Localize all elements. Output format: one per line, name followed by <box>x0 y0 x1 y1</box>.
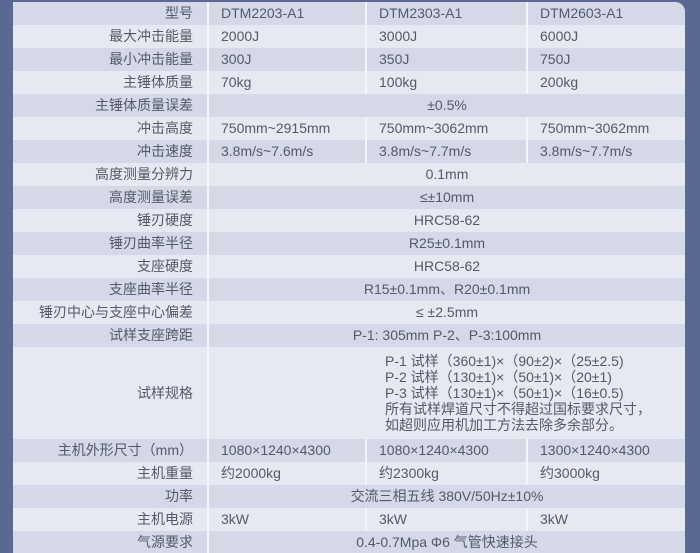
cell-model-2: 1080×1240×4300 <box>366 439 528 462</box>
table-row: 最小冲击能量 300J 350J 750J <box>13 48 685 71</box>
spec-table-frame: 型号 DTM2203-A1 DTM2303-A1 DTM2603-A1 最大冲击能量 20… <box>13 2 685 553</box>
cell-model-2: 3kW <box>366 508 528 531</box>
table-row: 主机重量 约2000kg 约2300kg 约3000kg <box>13 462 685 485</box>
cell-model-3: 200kg <box>527 71 685 94</box>
table-row: 最大冲击能量 2000J 3000J 6000J <box>13 25 685 48</box>
cell-model-2: DTM2303-A1 <box>366 2 528 25</box>
spec-line: P-2 试样（130±1)×（50±1)×（20±1) <box>385 369 612 385</box>
cell-model-3: 3kW <box>527 508 685 531</box>
table-row: 试样规格 P-1 试样（360±1)×（90±2)×（25±2.5) P-2 试样（… <box>13 347 685 439</box>
table-row: 气源要求 0.4-0.7Mpa Φ6 气管快速接头 <box>13 531 685 553</box>
spec-line: 所有试样焊道尺寸不得超过国标要求尺寸， <box>385 401 651 417</box>
row-label: 最大冲击能量 <box>13 25 209 48</box>
merged-cell: R15±0.1mm、R20±0.1mm <box>208 278 685 301</box>
row-label: 主机重量 <box>13 462 209 485</box>
row-label: 高度测量误差 <box>13 186 209 209</box>
row-label: 气源要求 <box>13 531 209 553</box>
row-label: 支座曲率半径 <box>13 278 209 301</box>
row-label: 试样支座跨距 <box>13 324 209 347</box>
cell-model-2: 100kg <box>366 71 528 94</box>
table-row: 高度测量误差 ≤±10mm <box>13 186 685 209</box>
table-row: 锤刃中心与支座中心偏差 ≤ ±2.5mm <box>13 301 685 324</box>
spec-line: 如超则应用机加工方法去除多余部分。 <box>385 417 623 433</box>
merged-cell: 0.4-0.7Mpa Φ6 气管快速接头 <box>208 531 685 553</box>
row-label: 主锤体质量误差 <box>13 94 209 117</box>
cell-model-3: 750mm~3062mm <box>527 117 685 140</box>
table-row: 冲击速度 3.8m/s~7.6m/s 3.8m/s~7.7m/s 3.8m/s~7.7… <box>13 140 685 163</box>
row-label: 冲击速度 <box>13 140 209 163</box>
row-label: 支座硬度 <box>13 255 209 278</box>
merged-cell: ±0.5% <box>208 94 685 117</box>
cell-model-3: DTM2603-A1 <box>527 2 685 25</box>
cell-model-1: 3.8m/s~7.6m/s <box>208 140 367 163</box>
table-row: 支座曲率半径 R15±0.1mm、R20±0.1mm <box>13 278 685 301</box>
spec-line: P-1 试样（360±1)×（90±2)×（25±2.5) <box>385 353 624 369</box>
cell-model-3: 1300×1240×4300 <box>527 439 685 462</box>
row-label: 主锤体质量 <box>13 71 209 94</box>
table-row: 主机外形尺寸（mm） 1080×1240×4300 1080×1240×4300 13… <box>13 439 685 462</box>
table-row: 主锤体质量 70kg 100kg 200kg <box>13 71 685 94</box>
row-label: 锤刃中心与支座中心偏差 <box>13 301 209 324</box>
cell-model-1: 约2000kg <box>208 462 367 485</box>
cell-model-1: DTM2203-A1 <box>208 2 367 25</box>
cell-model-1: 70kg <box>208 71 367 94</box>
table-row: 功率 交流三相五线 380V/50Hz±10% <box>13 485 685 508</box>
merged-cell: HRC58-62 <box>208 255 685 278</box>
table-row: 主锤体质量误差 ±0.5% <box>13 94 685 117</box>
cell-model-1: 300J <box>208 48 367 71</box>
merged-cell: P-1: 305mm P-2、P-3:100mm <box>208 324 685 347</box>
merged-cell: HRC58-62 <box>208 209 685 232</box>
cell-model-2: 750mm~3062mm <box>366 117 528 140</box>
cell-model-3: 6000J <box>527 25 685 48</box>
row-label: 型号 <box>13 2 209 25</box>
cell-model-2: 3.8m/s~7.7m/s <box>366 140 528 163</box>
table-row: 主机电源 3kW 3kW 3kW <box>13 508 685 531</box>
row-label: 主机电源 <box>13 508 209 531</box>
spec-table: 型号 DTM2203-A1 DTM2303-A1 DTM2603-A1 最大冲击能量 20… <box>13 2 685 553</box>
cell-model-1: 1080×1240×4300 <box>208 439 367 462</box>
merged-cell: R25±0.1mm <box>208 232 685 255</box>
merged-cell: 交流三相五线 380V/50Hz±10% <box>208 485 685 508</box>
table-row: 锤刃硬度 HRC58-62 <box>13 209 685 232</box>
spec-line: P-3 试样（130±1)×（50±1)×（16±0.5) <box>385 385 624 401</box>
merged-cell: ≤ ±2.5mm <box>208 301 685 324</box>
merged-cell: ≤±10mm <box>208 186 685 209</box>
row-label: 最小冲击能量 <box>13 48 209 71</box>
cell-model-3: 750J <box>527 48 685 71</box>
cell-model-1: 2000J <box>208 25 367 48</box>
cell-model-2: 350J <box>366 48 528 71</box>
table-row: 高度测量分辨力 0.1mm <box>13 163 685 186</box>
merged-cell: 0.1mm <box>208 163 685 186</box>
cell-model-1: 750mm~2915mm <box>208 117 367 140</box>
row-label: 高度测量分辨力 <box>13 163 209 186</box>
row-label: 锤刃曲率半径 <box>13 232 209 255</box>
cell-model-3: 3.8m/s~7.7m/s <box>527 140 685 163</box>
table-row: 试样支座跨距 P-1: 305mm P-2、P-3:100mm <box>13 324 685 347</box>
row-label: 锤刃硬度 <box>13 209 209 232</box>
row-label: 冲击高度 <box>13 117 209 140</box>
row-label: 功率 <box>13 485 209 508</box>
table-row: 冲击高度 750mm~2915mm 750mm~3062mm 750mm~3062mm <box>13 117 685 140</box>
row-label: 试样规格 <box>13 347 209 439</box>
cell-model-2: 约2300kg <box>366 462 528 485</box>
cell-model-3: 约3000kg <box>527 462 685 485</box>
spec-cell: P-1 试样（360±1)×（90±2)×（25±2.5) P-2 试样（130±… <box>208 347 685 439</box>
cell-model-1: 3kW <box>208 508 367 531</box>
cell-model-2: 3000J <box>366 25 528 48</box>
row-label: 主机外形尺寸（mm） <box>13 439 209 462</box>
table-row: 型号 DTM2203-A1 DTM2303-A1 DTM2603-A1 <box>13 2 685 25</box>
table-row: 锤刃曲率半径 R25±0.1mm <box>13 232 685 255</box>
table-row: 支座硬度 HRC58-62 <box>13 255 685 278</box>
